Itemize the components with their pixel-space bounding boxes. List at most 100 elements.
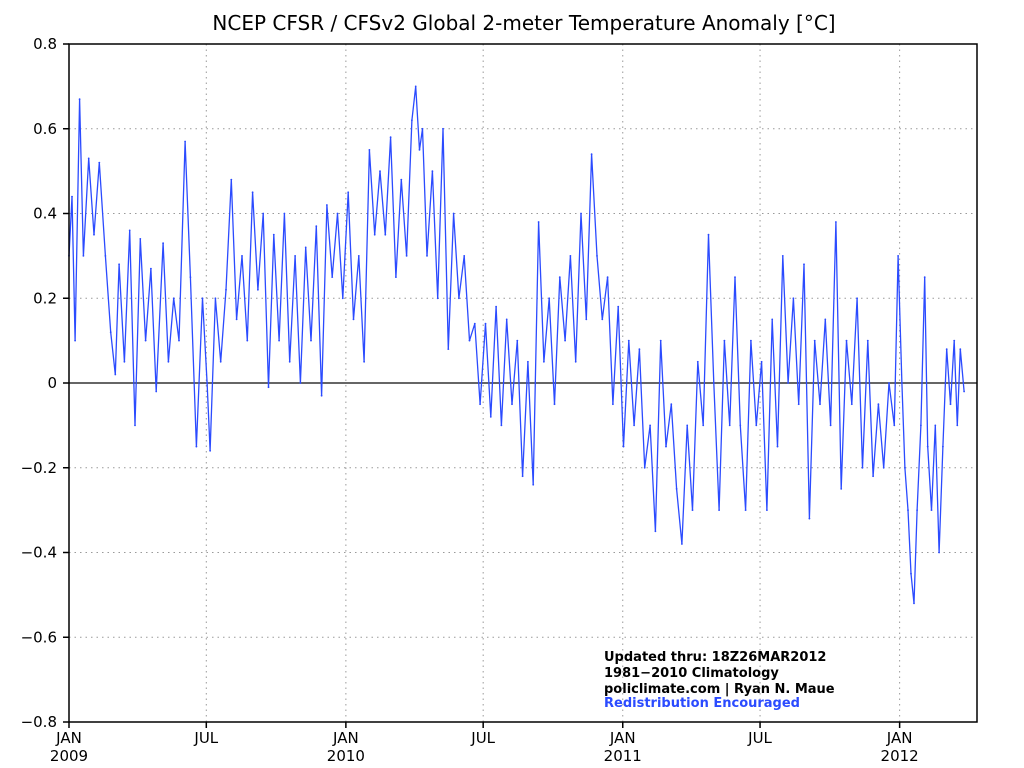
x-tick-label-year: 2009 — [50, 747, 88, 765]
x-tick-label-month: JAN — [886, 729, 913, 747]
y-tick-label: 0.4 — [33, 205, 57, 223]
data-point — [787, 382, 789, 384]
data-point — [363, 360, 365, 363]
data-point — [347, 191, 350, 194]
data-point — [926, 445, 929, 448]
data-point — [384, 233, 387, 236]
data-point — [189, 276, 192, 278]
data-point — [257, 288, 259, 291]
temperature-anomaly-line — [68, 85, 965, 605]
data-point — [707, 233, 710, 236]
data-point — [537, 221, 540, 223]
data-point — [209, 449, 212, 452]
data-point — [400, 178, 403, 181]
data-point — [574, 360, 577, 363]
data-point — [299, 382, 302, 384]
data-point — [484, 322, 487, 325]
data-point — [907, 509, 909, 511]
data-point — [206, 382, 209, 384]
data-point — [251, 191, 254, 194]
data-point — [134, 424, 136, 427]
data-point — [910, 572, 912, 575]
data-point — [310, 339, 312, 342]
x-tick-label-month: JAN — [332, 729, 359, 747]
data-point — [352, 318, 355, 321]
data-point — [803, 263, 805, 266]
data-point — [813, 339, 816, 342]
data-point — [98, 161, 101, 164]
data-point — [214, 297, 217, 300]
data-point — [654, 530, 657, 533]
data-point — [114, 373, 117, 376]
data-point — [272, 233, 275, 236]
data-point — [548, 297, 551, 300]
x-tick-label-month: JUL — [193, 729, 218, 747]
data-point — [681, 543, 683, 545]
data-point — [861, 466, 864, 469]
data-point — [585, 318, 588, 321]
data-point — [283, 212, 286, 215]
data-point — [728, 424, 731, 427]
data-point — [643, 466, 646, 469]
data-point — [411, 119, 413, 122]
data-point — [426, 255, 428, 257]
data-point — [627, 339, 630, 342]
data-point — [463, 255, 466, 257]
data-point — [953, 339, 956, 342]
data-point — [104, 255, 107, 257]
data-point — [395, 276, 397, 278]
data-point — [942, 445, 944, 448]
data-point — [230, 178, 233, 181]
data-point — [959, 348, 962, 350]
data-point — [246, 339, 249, 342]
x-tick-label-year: 2010 — [327, 747, 365, 765]
data-point — [771, 318, 774, 321]
data-point — [792, 297, 795, 300]
y-tick-label: 0.8 — [33, 35, 57, 53]
data-point — [167, 360, 170, 363]
updated-note: Updated thru: 18Z26MAR2012 — [604, 650, 826, 665]
data-point — [633, 424, 635, 427]
data-point — [856, 297, 858, 300]
data-point — [829, 424, 832, 427]
data-point — [739, 424, 742, 427]
data-point — [184, 140, 187, 143]
data-point — [734, 276, 736, 278]
data-point — [278, 339, 280, 342]
data-point — [516, 339, 519, 342]
credits-block: Updated thru: 18Z26MAR2012 1981−2010 Cli… — [604, 650, 835, 711]
data-point — [82, 255, 85, 257]
data-point — [373, 233, 376, 236]
data-point — [123, 360, 126, 363]
data-point — [702, 424, 705, 427]
data-point — [596, 255, 598, 257]
data-point — [320, 394, 323, 397]
data-point — [543, 360, 545, 363]
data-point — [431, 170, 434, 173]
data-point — [262, 212, 265, 215]
data-point — [414, 85, 417, 88]
data-point — [235, 318, 238, 321]
data-point — [670, 403, 673, 406]
data-point — [893, 424, 896, 427]
data-point — [612, 403, 614, 406]
data-point — [341, 297, 344, 300]
y-tick-label: −0.2 — [21, 459, 57, 477]
y-tick-label: −0.6 — [21, 628, 57, 646]
data-point — [468, 339, 471, 342]
data-point — [949, 403, 952, 406]
data-point — [418, 149, 421, 151]
data-point — [357, 255, 360, 257]
data-point — [447, 348, 450, 350]
data-point — [945, 348, 948, 350]
data-point — [241, 255, 243, 257]
series-layer — [68, 85, 965, 605]
credit-note: policlimate.com | Ryan N. Maue — [604, 682, 835, 697]
data-point — [901, 382, 903, 384]
data-point — [923, 276, 926, 278]
data-point — [808, 517, 811, 520]
data-point — [659, 339, 662, 342]
data-point — [436, 297, 439, 300]
